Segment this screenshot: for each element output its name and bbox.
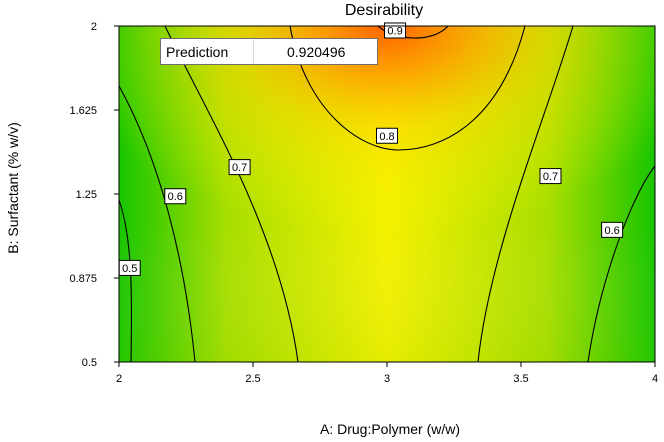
contour-line-0.9 — [377, 25, 449, 39]
contour-line-0.6-left — [118, 85, 196, 363]
y-axis-label: B: Surfactant (% w/v) — [5, 122, 21, 254]
x-tick-label: 2.5 — [245, 373, 260, 385]
x-tick-label: 4 — [652, 373, 658, 385]
contour-label: 0.5 — [118, 259, 141, 276]
chart-title: Desirability — [344, 2, 424, 19]
contour-label-box — [164, 188, 187, 205]
contour-line-0.7-right — [477, 25, 574, 363]
contour-label: 0.7 — [228, 159, 251, 176]
prediction-divider — [253, 39, 254, 64]
contour-labels: 0.5 0.6 0.6 0.7 0.7 0.8 0.9 — [118, 22, 624, 276]
x-tick-label: 2 — [116, 373, 122, 385]
plot-area — [119, 26, 655, 362]
contour-label: 0.6 — [601, 221, 624, 238]
contour-label-box — [384, 22, 407, 39]
contour-label: 0.8 — [376, 127, 398, 144]
plot-fill-shade — [119, 26, 655, 362]
prediction-value: 0.920496 — [287, 44, 346, 60]
y-ticks: 0.5 0.875 1.25 1.625 2 — [69, 21, 119, 369]
contour-line-0.8 — [289, 25, 526, 151]
contour-label-box — [601, 221, 624, 238]
contour-label-box — [228, 159, 251, 176]
prediction-label: Prediction — [166, 44, 229, 60]
contour-label-box — [376, 127, 398, 144]
contour-label-text: 0.5 — [122, 263, 137, 275]
contour-label-text: 0.6 — [168, 191, 183, 203]
x-tick-label: 3.5 — [513, 373, 528, 385]
contour-line-0.6-right — [587, 165, 656, 363]
contour-label-text: 0.7 — [543, 171, 558, 183]
y-tick-label: 0.875 — [69, 273, 97, 285]
y-tick-label: 2 — [91, 21, 97, 33]
contour-label-text: 0.8 — [379, 131, 394, 143]
contour-label-text: 0.7 — [232, 162, 247, 174]
contour-label: 0.7 — [539, 168, 562, 185]
contour-label-text: 0.9 — [387, 25, 402, 37]
axes: 2 2.5 3 3.5 4 0.5 0.875 1.25 1.625 2 — [69, 21, 658, 385]
prediction-tooltip: Prediction 0.920496 — [160, 38, 378, 65]
y-tick-label: 1.25 — [76, 189, 97, 201]
y-tick-label: 1.625 — [69, 105, 97, 117]
contour-label: 0.6 — [164, 188, 187, 205]
x-tick-label: 3 — [384, 373, 390, 385]
x-axis-label: A: Drug:Polymer (w/w) — [319, 421, 461, 437]
y-tick-label: 0.5 — [82, 357, 97, 369]
contour-label: 0.9 — [384, 22, 407, 39]
contour-label-box — [539, 168, 562, 185]
x-ticks: 2 2.5 3 3.5 4 — [116, 362, 658, 385]
contour-label-text: 0.6 — [604, 225, 619, 237]
